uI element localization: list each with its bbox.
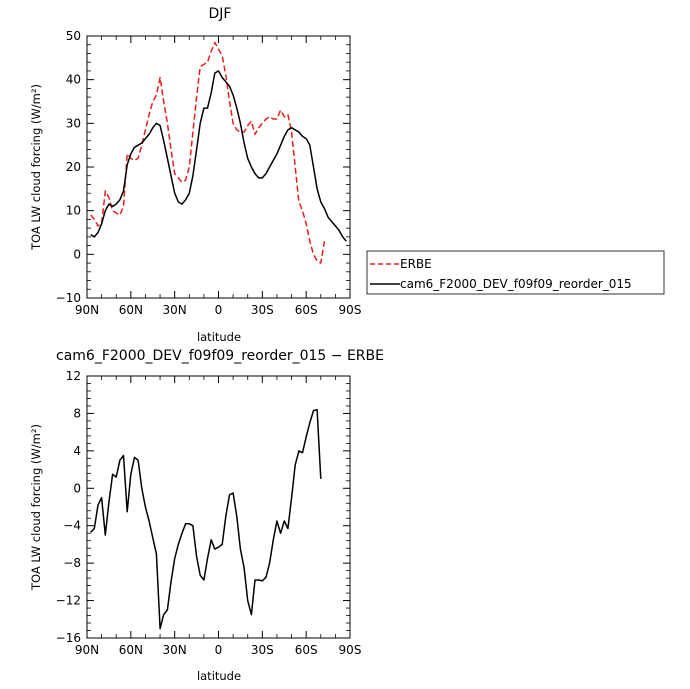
y-tick-label: 0 bbox=[73, 481, 81, 495]
x-tick-label: 30N bbox=[163, 643, 187, 657]
y-tick-label: 8 bbox=[73, 406, 81, 420]
x-tick-label: 0 bbox=[215, 303, 223, 317]
tick-marks bbox=[86, 375, 351, 639]
legend: ERBE cam6_F2000_DEV_f09f09_reorder_015 bbox=[366, 250, 665, 295]
x-tick-label: 30S bbox=[251, 643, 274, 657]
series-line-0 bbox=[90, 41, 326, 264]
legend-box bbox=[366, 250, 665, 295]
y-tick-label: −4 bbox=[63, 519, 81, 533]
x-tick-label: 60S bbox=[295, 643, 318, 657]
x-tick-label: 0 bbox=[215, 643, 223, 657]
legend-label-erbe: ERBE bbox=[400, 257, 432, 271]
x-tick-label: 60N bbox=[119, 643, 143, 657]
chart-panel-bottom: cam6_F2000_DEV_f09f09_reorder_015 − ERBE… bbox=[29, 348, 384, 683]
y-tick-label: 0 bbox=[73, 247, 81, 261]
y-tick-label: −16 bbox=[56, 631, 81, 645]
x-tick-label: 90S bbox=[339, 303, 362, 317]
series-lines bbox=[90, 41, 347, 264]
y-tick-label: 12 bbox=[66, 369, 81, 383]
y-tick-label: −10 bbox=[56, 291, 81, 305]
chart-title: DJF bbox=[209, 6, 232, 22]
y-tick-labels: −16 −12 −8 −4 0 4 8 12 bbox=[56, 369, 81, 645]
series-line-0 bbox=[90, 408, 322, 630]
y-tick-label: 50 bbox=[66, 29, 81, 43]
x-tick-label: 90S bbox=[339, 643, 362, 657]
chart-title: cam6_F2000_DEV_f09f09_reorder_015 − ERBE bbox=[56, 348, 384, 364]
x-axis-label: latitude bbox=[197, 669, 241, 683]
series-lines bbox=[90, 408, 322, 630]
y-tick-label: 30 bbox=[66, 116, 81, 130]
y-tick-label: 20 bbox=[66, 160, 81, 174]
x-tick-label: 60N bbox=[119, 303, 143, 317]
x-tick-labels: 90N 60N 30N 0 30S 60S 90S bbox=[75, 643, 362, 657]
x-tick-label: 30N bbox=[163, 303, 187, 317]
x-tick-label: 60S bbox=[295, 303, 318, 317]
y-tick-label: −12 bbox=[56, 594, 81, 608]
y-tick-labels: −10 0 10 20 30 40 50 bbox=[56, 29, 81, 305]
y-tick-label: 4 bbox=[73, 444, 81, 458]
y-tick-label: 40 bbox=[66, 73, 81, 87]
x-tick-labels: 90N 60N 30N 0 30S 60S 90S bbox=[75, 303, 362, 317]
y-tick-label: 10 bbox=[66, 204, 81, 218]
x-tick-label: 30S bbox=[251, 303, 274, 317]
x-tick-label: 90N bbox=[75, 643, 99, 657]
x-tick-label: 90N bbox=[75, 303, 99, 317]
tick-marks bbox=[86, 35, 351, 299]
y-axis-label: TOA LW cloud forcing (W/m²) bbox=[29, 424, 43, 591]
legend-label-model: cam6_F2000_DEV_f09f09_reorder_015 bbox=[400, 277, 632, 291]
y-axis-label: TOA LW cloud forcing (W/m²) bbox=[29, 84, 43, 251]
x-axis-label: latitude bbox=[197, 330, 241, 344]
series-line-1 bbox=[90, 70, 347, 242]
chart-panel-top: DJF 90N 60N 30N 0 30S 60S 90S −10 0 10 20 30 40 50 l… bbox=[29, 6, 361, 344]
y-tick-label: −8 bbox=[63, 556, 81, 570]
